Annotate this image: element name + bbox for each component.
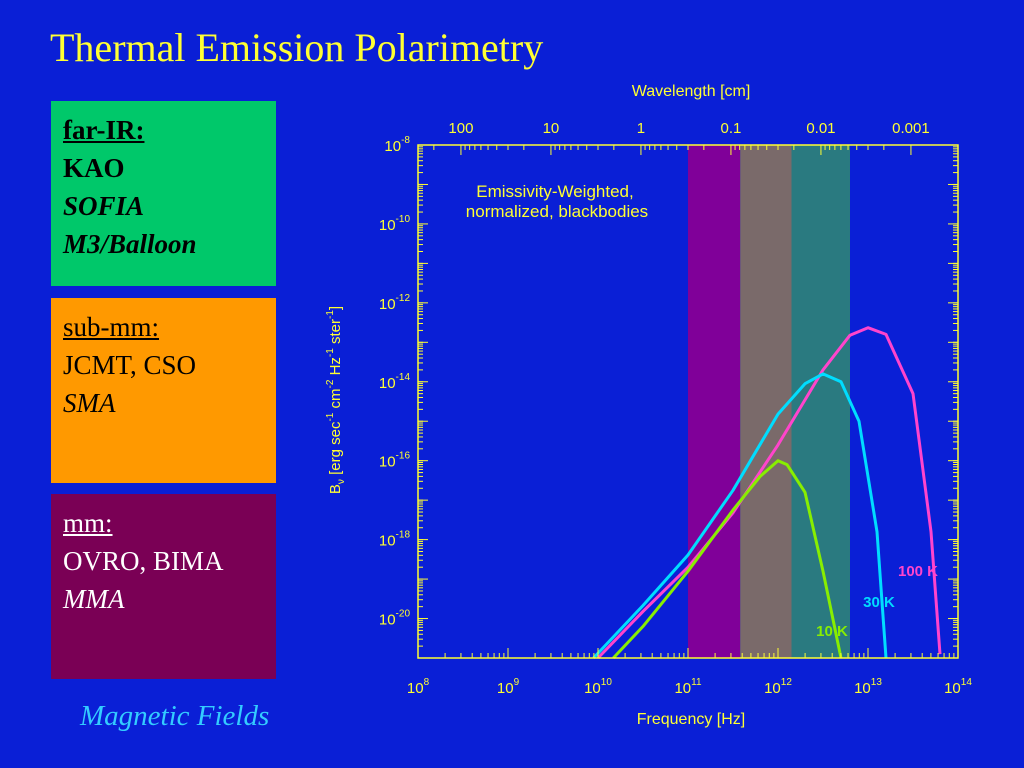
y-tick-label: 10-14: [379, 372, 411, 392]
x-tick-label: 108: [407, 677, 430, 697]
far-ir-box: far-IR: KAO SOFIA M3/Balloon: [51, 101, 276, 286]
series-label-100k: 100 K: [898, 563, 938, 580]
far-ir-line-sofia: SOFIA: [63, 191, 145, 221]
y-tick-label: 10-18: [379, 530, 411, 550]
y-tick-label: 10-20: [379, 609, 411, 629]
sub-mm-heading: sub-mm:: [63, 312, 160, 342]
slide-title: Thermal Emission Polarimetry: [50, 25, 544, 70]
mm-line-ovro: OVRO, BIMA: [63, 546, 224, 576]
far-ir-line-balloon: M3/Balloon: [63, 229, 197, 259]
sub-mm-box: sub-mm: JCMT, CSO SMA: [51, 298, 276, 483]
series-line-30k: [592, 372, 888, 660]
top-tick-label: 10: [543, 120, 560, 137]
series-line-100k: [596, 326, 942, 660]
y-tick-label: 10-12: [379, 293, 411, 313]
mm-box: mm: OVRO, BIMA MMA: [51, 494, 276, 679]
top-tick-label: 0.001: [892, 120, 930, 137]
x-tick-label: 109: [497, 677, 520, 697]
far-ir-heading: far-IR:: [63, 115, 145, 145]
mm-line-mma: MMA: [63, 584, 125, 614]
x-tick-label: 1014: [944, 677, 972, 697]
y-tick-label: 10-16: [379, 451, 411, 471]
series-line-10k: [612, 459, 843, 660]
x-tick-label: 1013: [854, 677, 882, 697]
top-axis-label: Wavelength [cm]: [632, 83, 751, 100]
annotation-line-2: normalized, blackbodies: [466, 202, 648, 221]
band-mm: [688, 145, 741, 658]
top-tick-label: 1: [637, 120, 645, 137]
band-far-ir: [791, 145, 850, 658]
footer-label: Magnetic Fields: [80, 700, 270, 732]
band-sub-mm: [740, 145, 792, 658]
x-axis-label: Frequency [Hz]: [637, 711, 745, 728]
top-tick-label: 0.01: [806, 120, 835, 137]
top-tick-label: 0.1: [721, 120, 742, 137]
mm-heading: mm:: [63, 508, 113, 538]
x-tick-label: 1010: [584, 677, 612, 697]
x-tick-label: 1012: [764, 677, 792, 697]
series-label-10k: 10 K: [816, 623, 848, 640]
y-tick-label: 10-10: [379, 214, 411, 234]
sub-mm-line-jcmt: JCMT, CSO: [63, 350, 197, 380]
y-tick-label: 10-8: [384, 135, 410, 155]
sub-mm-line-sma: SMA: [63, 388, 116, 418]
annotation-line-1: Emissivity-Weighted,: [476, 182, 633, 201]
top-tick-label: 100: [448, 120, 473, 137]
x-tick-label: 1011: [674, 677, 702, 697]
far-ir-line-kao: KAO: [63, 153, 125, 183]
series-label-30k: 30 K: [863, 594, 895, 611]
y-axis-label: Bν [erg sec-1 cm-2 Hz-1 ster-1]: [325, 306, 347, 494]
